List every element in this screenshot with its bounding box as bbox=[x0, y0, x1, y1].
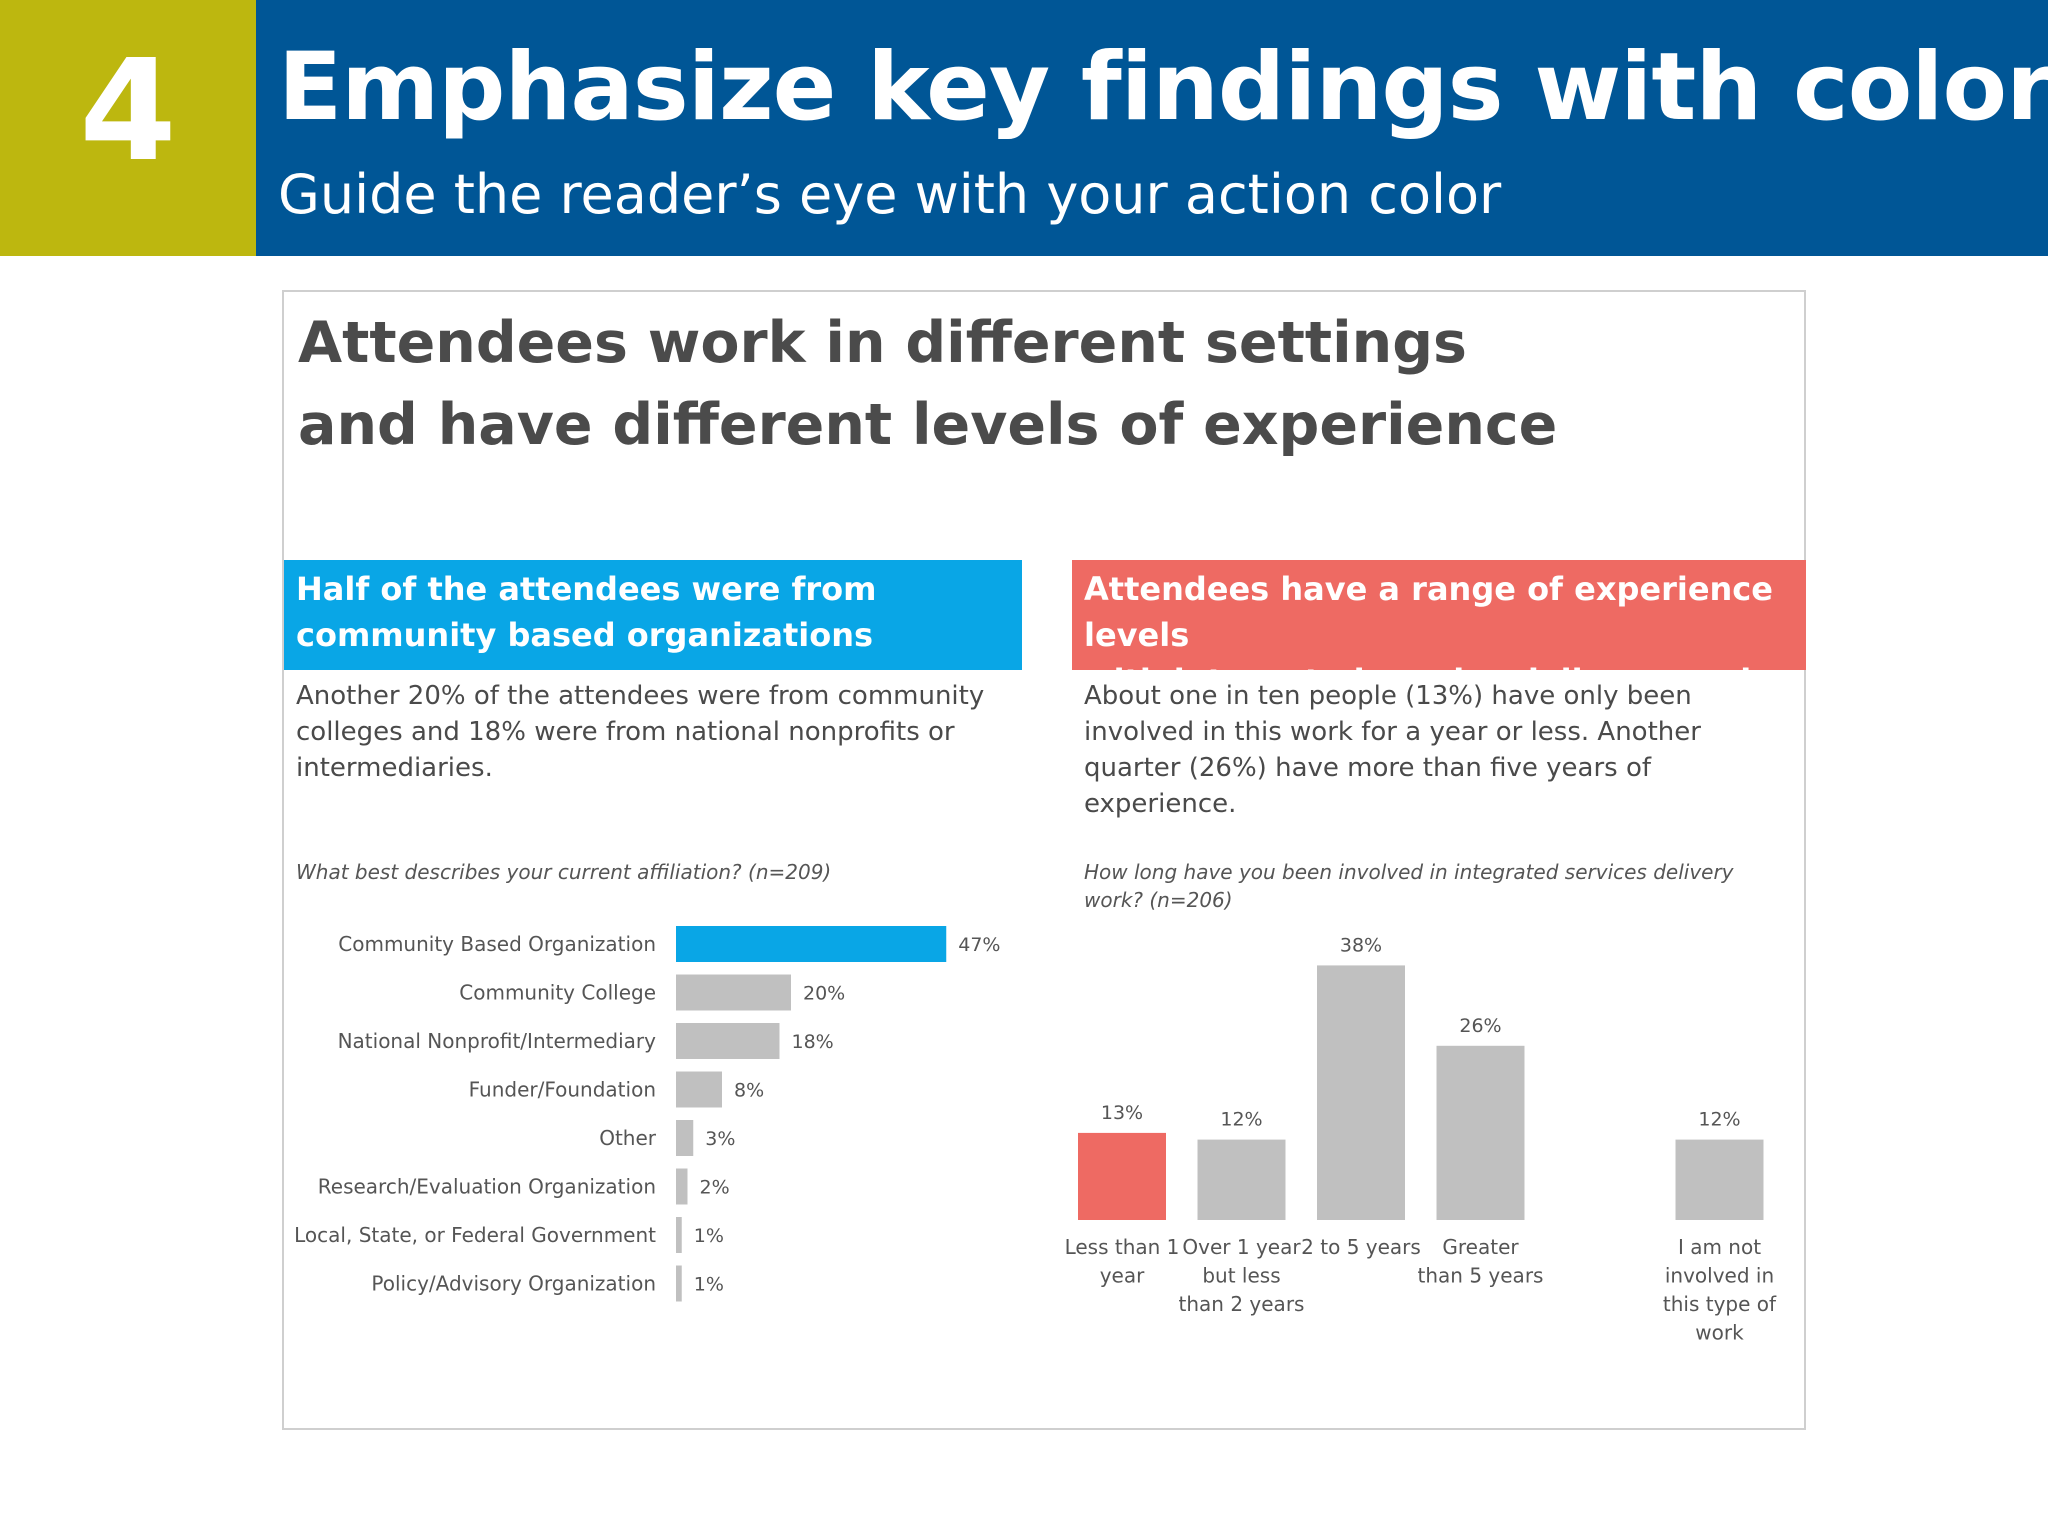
affiliation-value-label: 1% bbox=[694, 1274, 724, 1296]
right-banner: Attendees have a range of experience lev… bbox=[1072, 560, 1806, 700]
experience-value-label: 12% bbox=[1698, 1109, 1740, 1131]
affiliation-bar bbox=[676, 1120, 694, 1156]
slide-title: Emphasize key findings with color bbox=[278, 33, 2048, 142]
experience-value-label: 12% bbox=[1220, 1109, 1262, 1131]
experience-bar bbox=[1675, 1139, 1764, 1220]
affiliation-category-label: Community College bbox=[459, 981, 656, 1005]
infographic-card: Attendees work in different settings and… bbox=[282, 290, 1806, 1430]
step-number: 4 bbox=[79, 30, 177, 193]
experience-category-label: but less bbox=[1202, 1264, 1280, 1288]
affiliation-bar bbox=[676, 1217, 682, 1253]
experience-category-label: this type of bbox=[1663, 1292, 1777, 1316]
experience-category-label: work bbox=[1695, 1321, 1744, 1345]
right-banner-line-1: Attendees have a range of experience lev… bbox=[1084, 570, 1773, 654]
affiliation-category-label: Funder/Foundation bbox=[469, 1078, 656, 1102]
experience-category-label: than 2 years bbox=[1179, 1292, 1305, 1316]
affiliation-bar bbox=[676, 1023, 780, 1059]
affiliation-bar-chart: Community Based Organization 47% Community… bbox=[294, 926, 1000, 1302]
right-question: How long have you been involved in integ… bbox=[1084, 860, 1734, 912]
affiliation-bar bbox=[676, 1071, 722, 1108]
experience-category-label: I am not bbox=[1678, 1235, 1761, 1259]
slide-header: 4 Emphasize key findings with color Guid… bbox=[0, 0, 2048, 256]
affiliation-value-label: 2% bbox=[700, 1177, 730, 1199]
experience-category-label: involved in bbox=[1665, 1264, 1774, 1288]
experience-category-label: Over 1 year bbox=[1182, 1235, 1301, 1259]
experience-value-label: 13% bbox=[1101, 1102, 1143, 1124]
affiliation-category-label: Local, State, or Federal Government bbox=[294, 1223, 656, 1247]
affiliation-category-label: National Nonprofit/Intermediary bbox=[338, 1029, 657, 1053]
left-description: Another 20% of the attendees were from c… bbox=[296, 681, 985, 783]
left-banner-line-1: Half of the attendees were from bbox=[296, 570, 877, 608]
affiliation-value-label: 20% bbox=[803, 983, 845, 1005]
affiliation-category-label: Other bbox=[599, 1126, 657, 1150]
affiliation-bar bbox=[676, 926, 947, 962]
experience-bar bbox=[1436, 1045, 1525, 1220]
card-title-line-1: Attendees work in different settings bbox=[298, 310, 1467, 376]
experience-category-label: year bbox=[1100, 1264, 1145, 1288]
experience-bar bbox=[1317, 965, 1405, 1220]
left-banner: Half of the attendees were from communit… bbox=[284, 560, 1022, 670]
affiliation-category-label: Research/Evaluation Organization bbox=[318, 1175, 656, 1199]
left-question: What best describes your current affilia… bbox=[296, 860, 832, 884]
right-description: About one in ten people (13%) have only … bbox=[1084, 681, 1701, 819]
affiliation-value-label: 8% bbox=[734, 1080, 764, 1102]
right-banner-line-2: with integrated service delivery work bbox=[1084, 662, 1762, 700]
experience-category-label: 2 to 5 years bbox=[1301, 1235, 1421, 1259]
experience-value-label: 26% bbox=[1459, 1015, 1501, 1037]
slide-subtitle: Guide the reader’s eye with your action … bbox=[278, 163, 1502, 226]
experience-category-label: Less than 1 bbox=[1065, 1235, 1180, 1259]
experience-bar-chart: 13% Less than 1 year 12% Over 1 year but less… bbox=[1065, 934, 1777, 1345]
affiliation-bar bbox=[676, 1168, 688, 1205]
experience-value-label: 38% bbox=[1340, 934, 1382, 956]
affiliation-category-label: Policy/Advisory Organization bbox=[371, 1272, 656, 1296]
experience-category-label: Greater bbox=[1442, 1235, 1519, 1259]
experience-bar bbox=[1197, 1139, 1286, 1220]
experience-category-label: than 5 years bbox=[1418, 1264, 1544, 1288]
affiliation-bar bbox=[676, 974, 791, 1011]
affiliation-category-label: Community Based Organization bbox=[338, 932, 656, 956]
experience-bar bbox=[1078, 1132, 1166, 1220]
affiliation-value-label: 18% bbox=[792, 1031, 834, 1053]
affiliation-value-label: 1% bbox=[694, 1225, 724, 1247]
affiliation-bar bbox=[676, 1265, 682, 1302]
left-banner-line-2: community based organizations bbox=[296, 616, 874, 654]
affiliation-value-label: 47% bbox=[958, 934, 1000, 956]
affiliation-value-label: 3% bbox=[705, 1128, 735, 1150]
card-title: Attendees work in different settings and… bbox=[298, 302, 1557, 466]
step-number-box: 4 bbox=[0, 0, 256, 256]
card-title-line-2: and have different levels of experience bbox=[298, 392, 1558, 458]
